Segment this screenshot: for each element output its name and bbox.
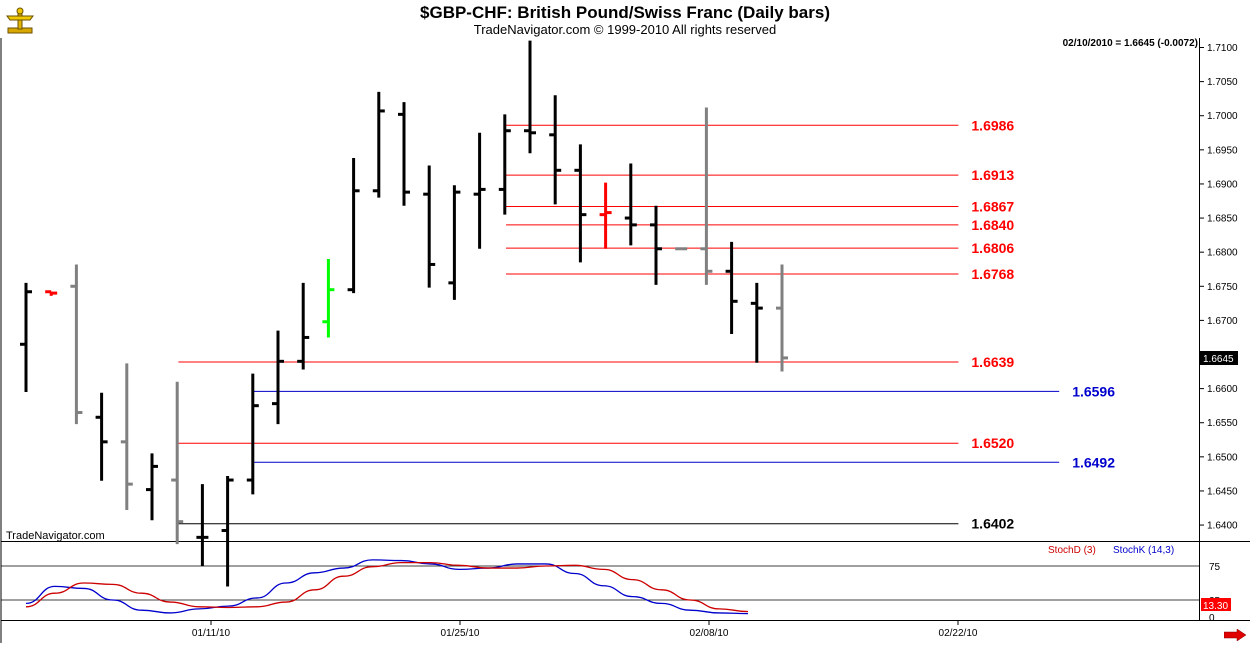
- price-bar: [20, 282, 32, 393]
- level-label: 1.6520: [971, 435, 1014, 451]
- price-bar: [473, 132, 486, 249]
- stochastic-lines: [25, 559, 749, 615]
- price-tick-label: 1.6550: [1207, 418, 1238, 429]
- price-bar: [322, 258, 335, 338]
- stoch-tick-label: 0: [1209, 613, 1215, 624]
- price-bar: [120, 363, 133, 511]
- date-tick-label: 01/11/10: [192, 628, 231, 639]
- price-bar: [574, 144, 587, 263]
- level-label: 1.6986: [971, 117, 1014, 133]
- price-tick-label: 1.6500: [1207, 452, 1238, 463]
- price-tick-label: 1.6950: [1207, 145, 1238, 156]
- level-label: 1.6913: [971, 167, 1014, 183]
- stoch-last-marker: 13.30: [1201, 598, 1231, 612]
- last-price-label: 1.6645: [1203, 354, 1234, 365]
- price-tick-label: 1.6700: [1207, 316, 1238, 327]
- price-bar: [70, 264, 83, 425]
- price-bar: [650, 205, 662, 285]
- level-label: 1.6596: [1072, 383, 1115, 399]
- price-tick-label: 1.6900: [1207, 179, 1238, 190]
- date-tick-label: 02/08/10: [690, 628, 729, 639]
- level-label: 1.6768: [971, 266, 1014, 282]
- date-tick-label: 02/22/10: [939, 628, 978, 639]
- price-bar: [498, 114, 511, 215]
- price-tick-label: 1.6750: [1207, 282, 1238, 293]
- price-bar: [624, 163, 637, 246]
- price-tick-label: 1.6400: [1207, 521, 1238, 532]
- price-bar: [750, 282, 763, 363]
- price-bar: [246, 373, 259, 495]
- price-tick-label: 1.6800: [1207, 248, 1238, 259]
- price-bar: [599, 182, 612, 249]
- price-tick-label: 1.6600: [1207, 384, 1238, 395]
- price-bar: [347, 158, 360, 294]
- price-tick-label: 1.7100: [1207, 43, 1238, 54]
- last-quote: 02/10/2010 = 1.6645 (-0.0072): [1062, 38, 1198, 49]
- watermark: TradeNavigator.com: [6, 530, 105, 542]
- stochd-line: [25, 561, 749, 613]
- level-label: 1.6492: [1072, 454, 1115, 470]
- price-bar: [297, 282, 310, 370]
- level-label: 1.6867: [971, 198, 1014, 214]
- scroll-right-arrow-icon[interactable]: [1223, 628, 1247, 642]
- level-label: 1.6806: [971, 240, 1014, 256]
- price-bar: [549, 95, 562, 205]
- date-tick-label: 01/25/10: [441, 628, 480, 639]
- price-bar: [45, 290, 58, 296]
- price-bar: [221, 475, 234, 587]
- price-bar: [272, 330, 284, 425]
- level-label: 1.6402: [971, 516, 1014, 532]
- price-bar: [372, 91, 385, 198]
- stochk-line: [25, 559, 749, 615]
- last-price-marker: 1.6645: [1200, 351, 1238, 365]
- price-tick-label: 1.6450: [1207, 486, 1238, 497]
- chart-title: $GBP-CHF: British Pound/Swiss Franc (Dai…: [420, 3, 830, 22]
- price-bars: [20, 40, 788, 587]
- date-axis: 01/11/10 01/25/10 02/08/10 02/22/10: [192, 620, 978, 639]
- level-label: 1.6840: [971, 217, 1014, 233]
- price-bar: [725, 241, 738, 335]
- stoch-last-value: 13.30: [1203, 601, 1228, 612]
- price-bar: [196, 484, 209, 566]
- trade-navigator-logo: [4, 6, 36, 36]
- price-bar: [776, 264, 788, 372]
- level-label: 1.6639: [971, 354, 1014, 370]
- stochk-legend: StochK (14,3): [1113, 545, 1174, 556]
- price-tick-label: 1.7050: [1207, 77, 1238, 88]
- chart-header: $GBP-CHF: British Pound/Swiss Franc (Dai…: [0, 0, 1250, 38]
- price-axis: 1.7100 1.7050 1.7000 1.6950 1.6900 1.6850 1.68…: [1199, 43, 1238, 532]
- price-bar: [95, 392, 108, 481]
- price-bar: [700, 107, 713, 285]
- stoch-tick-label: 75: [1209, 562, 1221, 573]
- price-tick-label: 1.6850: [1207, 214, 1238, 225]
- price-bar: [146, 453, 158, 521]
- price-bar: [171, 381, 184, 545]
- stochd-legend: StochD (3): [1048, 545, 1096, 556]
- price-bar: [524, 40, 536, 154]
- price-bar: [448, 185, 461, 300]
- price-bar: [423, 165, 436, 288]
- price-bar: [398, 102, 410, 206]
- chart-subtitle: TradeNavigator.com © 1999-2010 All right…: [473, 22, 777, 37]
- support-resistance-levels: 1.6986 1.6913 1.6867 1.6840 1.6806 1.6768 1.66…: [178, 117, 1115, 532]
- price-tick-label: 1.7000: [1207, 111, 1238, 122]
